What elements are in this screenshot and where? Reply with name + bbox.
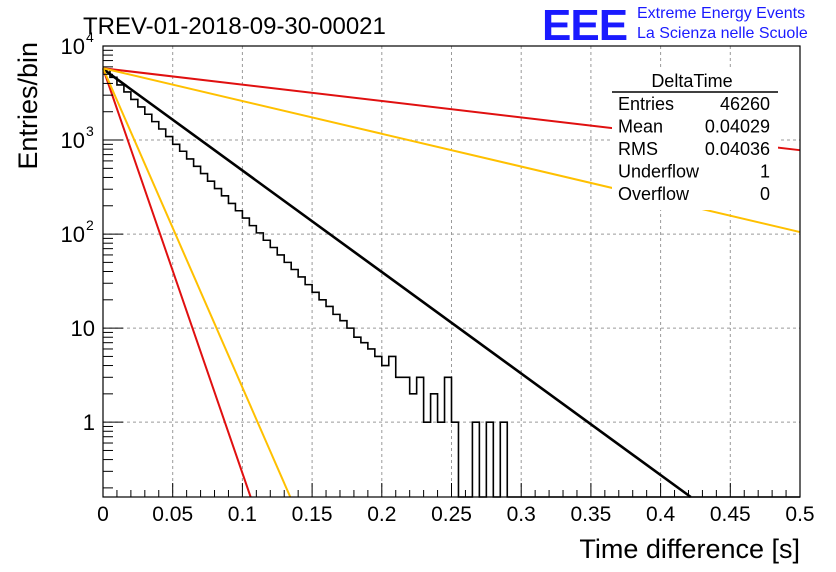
stats-row-label: RMS [618,139,658,159]
y-tick-label: 10 [61,34,85,59]
y-tick-label: 10 [61,128,85,153]
y-tick-label: 1 [83,410,95,435]
eee-logo: EEE [542,1,627,50]
stats-row-value: 0.04036 [705,139,770,159]
fit-line-yellow [102,67,292,498]
stats-row-value: 46260 [720,94,770,114]
stats-row-label: Underflow [618,162,700,182]
stats-row-value: 0 [760,184,770,204]
logo-line-1: Extreme Energy Events [637,5,805,22]
y-tick-label: 10 [71,316,95,341]
ticks-layer: 0 0.05 0.1 0.15 0.2 0.25 0.3 0.35 0.4 0.45 0.51101… [61,29,815,526]
x-tick-label: 0.3 [507,503,536,526]
stats-row-value: 0.04029 [705,117,770,137]
stats-rows: Entries 46260 Mean 0.04029 RMS 0.04036Underfl… [618,94,770,204]
x-tick-label: 0.4 [646,503,676,526]
stats-row-label: Overflow [618,184,690,204]
x-tick-label: 0.05 [152,503,193,526]
logo-line-2: La Scienza nelle Scuole [637,25,808,42]
stats-box: DeltaTime Entries 46260 Mean 0.04029 RMS 0.04… [612,68,778,210]
fit-line-red [102,67,252,498]
stats-row-label: Entries [618,94,674,114]
x-tick-label: 0.45 [710,503,751,526]
x-tick-label: 0.25 [431,503,472,526]
stats-row-value: 1 [760,162,770,182]
chart-title: TREV-01-2018-09-30-00021 [83,13,386,40]
y-tick-exponent: 2 [86,217,94,233]
x-tick-label: 0.15 [292,503,333,526]
stats-title: DeltaTime [651,71,732,91]
x-tick-label: 0.1 [228,503,257,526]
y-axis-label: Entries/bin [13,42,43,170]
x-tick-label: 0 [97,503,109,526]
x-tick-label: 0.35 [570,503,611,526]
y-tick-exponent: 3 [86,123,94,139]
y-tick-label: 10 [61,222,85,247]
x-tick-label: 0.2 [367,503,396,526]
x-axis-label: Time difference [s] [579,534,800,564]
y-tick-exponent: 4 [86,29,94,45]
x-tick-label: 0.5 [785,503,814,526]
stats-row-label: Mean [618,117,663,137]
fit-line-black [102,67,692,499]
